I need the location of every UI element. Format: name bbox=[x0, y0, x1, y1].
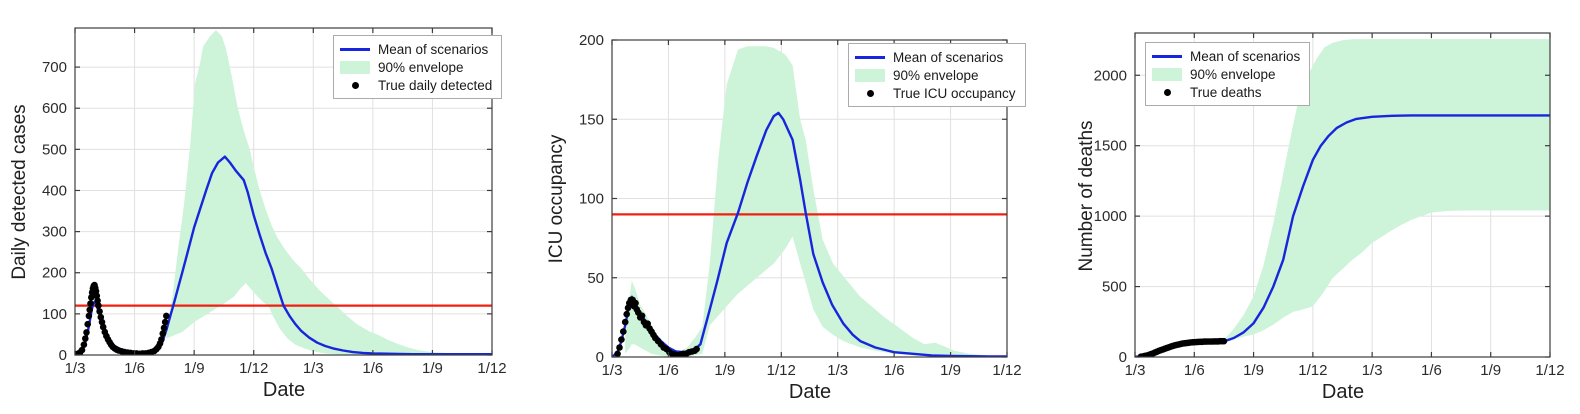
svg-text:1/3: 1/3 bbox=[602, 362, 623, 379]
svg-text:1/6: 1/6 bbox=[1184, 362, 1205, 379]
svg-text:1/6: 1/6 bbox=[1421, 362, 1442, 379]
svg-text:300: 300 bbox=[42, 224, 67, 241]
svg-text:50: 50 bbox=[587, 270, 604, 287]
svg-text:0: 0 bbox=[596, 349, 604, 366]
svg-text:150: 150 bbox=[579, 111, 604, 128]
svg-text:200: 200 bbox=[42, 265, 67, 282]
svg-text:1/6: 1/6 bbox=[124, 360, 145, 377]
y-axis-label: Daily detected cases bbox=[9, 104, 30, 280]
y-axis-label: ICU occupancy bbox=[546, 134, 567, 264]
legend-label: True deaths bbox=[1190, 84, 1262, 100]
chart-number-of-deaths: 1/3 1/6 1/9 1/12 1/3 1/6 1/9 1/12 0 500 1000 1500 20… bbox=[1053, 0, 1580, 414]
deaths-plot-canvas: 1/3 1/6 1/9 1/12 1/3 1/6 1/9 1/12 0 500 1000 1500 20… bbox=[1094, 32, 1565, 379]
svg-text:1/3: 1/3 bbox=[827, 362, 848, 379]
svg-text:1/9: 1/9 bbox=[422, 360, 443, 377]
svg-text:500: 500 bbox=[42, 141, 67, 158]
svg-text:1/12: 1/12 bbox=[239, 360, 268, 377]
svg-text:2000: 2000 bbox=[1094, 67, 1127, 84]
dot-swatch-icon bbox=[351, 81, 359, 89]
legend: Mean of scenarios 90% envelope True dail… bbox=[333, 35, 503, 99]
svg-text:1/3: 1/3 bbox=[303, 360, 324, 377]
svg-text:100: 100 bbox=[42, 306, 67, 323]
legend-item-mean: Mean of scenarios bbox=[1152, 48, 1300, 64]
legend: Mean of scenarios 90% envelope True ICU … bbox=[848, 43, 1026, 107]
legend-label: True daily detected bbox=[378, 77, 493, 93]
svg-text:1/3: 1/3 bbox=[1125, 362, 1146, 379]
svg-text:1/9: 1/9 bbox=[1480, 362, 1501, 379]
legend: Mean of scenarios 90% envelope True deat… bbox=[1145, 42, 1311, 106]
svg-text:1000: 1000 bbox=[1094, 208, 1127, 225]
svg-text:1/6: 1/6 bbox=[362, 360, 383, 377]
svg-text:1/9: 1/9 bbox=[714, 362, 735, 379]
envelope-swatch-icon bbox=[855, 68, 885, 82]
legend-label: Mean of scenarios bbox=[378, 41, 489, 57]
dot-swatch-icon bbox=[1163, 88, 1171, 96]
svg-text:0: 0 bbox=[59, 347, 67, 364]
svg-text:0: 0 bbox=[1119, 349, 1127, 366]
envelope-swatch-icon bbox=[1152, 67, 1182, 81]
chart-daily-detected-cases: 1/3 1/6 1/9 1/12 1/3 1/6 1/9 1/12 0 100 200 300 400 5… bbox=[0, 0, 526, 414]
dot-swatch-icon bbox=[866, 89, 874, 97]
legend-item-true-data: True ICU occupancy bbox=[855, 85, 1016, 101]
mean-line-swatch-icon bbox=[855, 55, 885, 59]
svg-text:500: 500 bbox=[1102, 279, 1127, 296]
svg-text:1500: 1500 bbox=[1094, 138, 1127, 155]
svg-text:1/12: 1/12 bbox=[1298, 362, 1327, 379]
svg-text:1/12: 1/12 bbox=[1535, 362, 1564, 379]
svg-text:400: 400 bbox=[42, 182, 67, 199]
legend-item-mean: Mean of scenarios bbox=[855, 49, 1016, 65]
legend-item-envelope: 90% envelope bbox=[340, 59, 492, 75]
svg-text:100: 100 bbox=[579, 191, 604, 208]
svg-text:1/9: 1/9 bbox=[1243, 362, 1264, 379]
svg-text:1/9: 1/9 bbox=[184, 360, 205, 377]
legend-item-true-data: True deaths bbox=[1152, 84, 1300, 100]
legend-label: 90% envelope bbox=[378, 59, 464, 75]
legend-label: Mean of scenarios bbox=[893, 49, 1004, 65]
svg-text:200: 200 bbox=[579, 32, 604, 49]
x-axis-label: Date bbox=[788, 381, 832, 403]
legend-label: Mean of scenarios bbox=[1190, 48, 1301, 64]
svg-text:600: 600 bbox=[42, 100, 67, 117]
svg-text:1/6: 1/6 bbox=[884, 362, 905, 379]
y-axis-label: Number of deaths bbox=[1076, 120, 1097, 272]
legend-item-true-data: True daily detected bbox=[340, 77, 492, 93]
x-axis-label: Date bbox=[1321, 381, 1365, 403]
legend-label: 90% envelope bbox=[1190, 66, 1276, 82]
legend-item-envelope: 90% envelope bbox=[855, 67, 1016, 83]
svg-text:1/6: 1/6 bbox=[658, 362, 679, 379]
legend-item-mean: Mean of scenarios bbox=[340, 41, 492, 57]
svg-text:1/12: 1/12 bbox=[992, 362, 1021, 379]
legend-item-envelope: 90% envelope bbox=[1152, 66, 1300, 82]
svg-text:1/9: 1/9 bbox=[940, 362, 961, 379]
envelope-swatch-icon bbox=[340, 60, 370, 74]
legend-label: True ICU occupancy bbox=[893, 85, 1016, 101]
svg-text:700: 700 bbox=[42, 59, 67, 76]
legend-label: 90% envelope bbox=[893, 67, 979, 83]
mean-line-swatch-icon bbox=[340, 47, 370, 51]
svg-text:1/12: 1/12 bbox=[767, 362, 796, 379]
chart-icu-occupancy: 1/3 1/6 1/9 1/12 1/3 1/6 1/9 1/12 0 50 100 150 200 I… bbox=[526, 0, 1053, 414]
svg-text:1/3: 1/3 bbox=[1362, 362, 1383, 379]
svg-text:1/3: 1/3 bbox=[65, 360, 86, 377]
mean-line-swatch-icon bbox=[1152, 54, 1182, 58]
svg-text:1/12: 1/12 bbox=[477, 360, 506, 377]
x-axis-label: Date bbox=[262, 379, 306, 401]
